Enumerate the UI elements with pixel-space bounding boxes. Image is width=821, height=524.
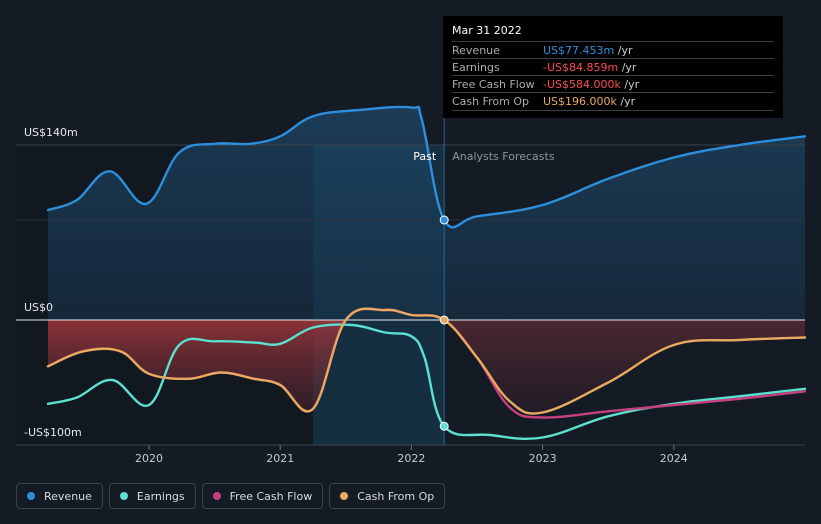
x-axis-label: 2020 [135,452,163,465]
y-axis-label: US$140m [24,126,78,139]
tooltip-row-revenue: Revenue US$77.453m /yr [452,41,774,59]
cash-from-op-line [46,307,807,415]
tooltip-number: -US$584.000k [543,78,621,91]
tooltip-label: Cash From Op [452,95,530,108]
legend-dot-icon [27,492,35,500]
x-axis-label: 2021 [266,452,294,465]
revenue-marker [439,215,449,225]
legend: Revenue Earnings Free Cash Flow Cash Fro… [16,483,446,511]
tooltip-label: Revenue [452,44,500,57]
forecast-label: Analysts Forecasts [452,150,555,163]
past-label: Past [413,150,437,163]
legend-dot-icon [340,492,349,500]
tooltip-number: -US$84.859m [543,61,619,74]
tooltip-value: -US$584.000k /yr [543,76,639,93]
tooltip-unit: /yr [617,44,633,57]
legend-label: Free Cash Flow [229,489,313,503]
earnings-line [46,323,807,441]
tooltip-date: Mar 31 2022 [452,24,522,37]
tooltip-label: Free Cash Flow [452,78,535,91]
tooltip-value: -US$84.859m /yr [543,59,636,76]
revenue-line [46,105,807,229]
cash-from-op-marker [439,315,449,325]
tooltip-number: US$196.000k [543,95,617,108]
cash-from-op-area-past [48,320,445,412]
legend-item-revenue[interactable]: Revenue [16,483,103,509]
x-axis-label: 2023 [529,452,557,465]
legend-item-free-cash-flow[interactable]: Free Cash Flow [201,483,324,509]
tooltip-row-earnings: Earnings -US$84.859m /yr [452,58,774,76]
tooltip-value: US$196.000k /yr [543,93,635,110]
tooltip-unit: /yr [624,78,640,91]
revenue-area [48,106,805,320]
legend-label: Earnings [136,489,185,503]
x-axis-label: 2024 [660,452,688,465]
legend-label: Cash From Op [357,489,435,503]
tooltip-row-free-cash-flow: Free Cash Flow -US$584.000k /yr [452,75,774,93]
tooltip-value: US$77.453m /yr [543,42,633,59]
y-axis-label: -US$100m [24,426,82,439]
cash-from-op-area-forecast [444,320,805,414]
y-axis-label: US$0 [24,301,53,314]
legend-label: Revenue [44,489,92,503]
tooltip-row-cash-from-op: Cash From Op US$196.000k /yr [452,92,774,111]
tooltip-unit: /yr [620,95,636,108]
legend-item-earnings[interactable]: Earnings [108,483,196,509]
legend-dot-icon [119,492,128,500]
legend-dot-icon [212,492,221,500]
tooltip-panel: Mar 31 2022 Revenue US$77.453m /yr Earni… [443,16,783,118]
tooltip-number: US$77.453m [543,44,615,57]
tooltip-label: Earnings [452,61,500,74]
earnings-marker [439,421,449,431]
legend-item-cash-from-op[interactable]: Cash From Op [329,483,446,509]
x-axis-label: 2022 [397,452,425,465]
tooltip-unit: /yr [621,61,637,74]
